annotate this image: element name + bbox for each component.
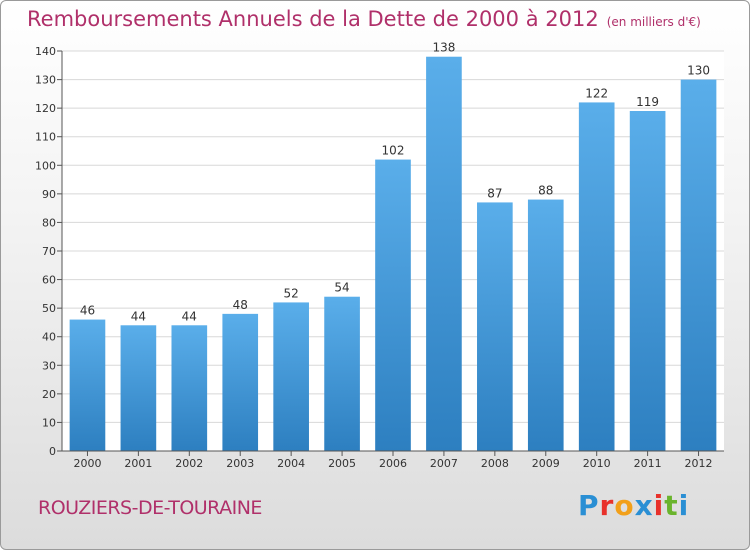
x-tick-label: 2003 — [226, 457, 254, 470]
y-tick-label: 120 — [35, 102, 56, 115]
bar — [69, 319, 106, 451]
x-tick-label: 2007 — [430, 457, 458, 470]
y-tick-label: 60 — [42, 274, 56, 287]
bar-value-label: 44 — [131, 309, 146, 323]
bar — [629, 111, 666, 451]
y-tick-label: 90 — [42, 188, 56, 201]
chart-title: Remboursements Annuels de la Dette de 20… — [27, 7, 701, 31]
commune-name: ROUZIERS-DE-TOURAINE — [38, 497, 262, 519]
x-tick-label: 2005 — [328, 457, 356, 470]
x-tick-label: 2012 — [685, 457, 713, 470]
x-tick-label: 2004 — [277, 457, 305, 470]
bar — [171, 325, 208, 451]
x-tick-label: 2000 — [73, 457, 101, 470]
x-tick-label: 2009 — [532, 457, 560, 470]
bar — [375, 159, 411, 452]
y-tick-label: 0 — [49, 445, 56, 458]
logo-letter: r — [599, 489, 615, 522]
y-tick-label: 140 — [35, 45, 56, 58]
y-tick-label: 20 — [42, 388, 56, 401]
bar-value-label: 46 — [80, 304, 95, 318]
bar-value-label: 87 — [487, 186, 502, 200]
x-tick-label: 2011 — [634, 457, 662, 470]
bar-value-label: 44 — [182, 309, 197, 323]
x-tick-label: 2008 — [481, 457, 509, 470]
bar — [120, 325, 157, 451]
y-tick-label: 50 — [42, 302, 56, 315]
x-tick-label: 2001 — [124, 457, 152, 470]
x-tick-label: 2002 — [175, 457, 203, 470]
y-tick-label: 30 — [42, 359, 56, 372]
logo-letter: i — [678, 489, 690, 522]
proxiti-logo: Proxiti — [578, 489, 689, 522]
y-tick-label: 80 — [42, 216, 56, 229]
bar — [477, 202, 513, 451]
bar-value-label: 88 — [538, 184, 553, 198]
bar-value-label: 52 — [284, 286, 299, 300]
y-tick-label: 130 — [35, 74, 56, 87]
logo-letter: i — [653, 489, 665, 522]
bar — [680, 79, 717, 452]
logo-letter: P — [578, 489, 600, 522]
bar-value-label: 102 — [382, 144, 405, 158]
bar-value-label: 54 — [334, 281, 349, 295]
logo-letter: o — [614, 489, 635, 522]
y-tick-label: 40 — [42, 331, 56, 344]
x-tick-label: 2006 — [379, 457, 407, 470]
bar-value-label: 48 — [233, 298, 248, 312]
bar — [578, 102, 615, 451]
y-tick-label: 10 — [42, 416, 56, 429]
bar-value-label: 138 — [432, 41, 455, 55]
bar — [222, 313, 259, 451]
bar — [527, 199, 564, 451]
logo-letter: t — [664, 489, 679, 522]
x-tick-label: 2010 — [583, 457, 611, 470]
chart-title-text: Remboursements Annuels de la Dette de 20… — [27, 7, 599, 31]
bar — [273, 302, 309, 451]
logo-letter: x — [634, 489, 654, 522]
y-tick-label: 70 — [42, 245, 56, 258]
bar-value-label: 122 — [585, 86, 608, 100]
y-tick-label: 100 — [35, 159, 56, 172]
bar-value-label: 130 — [687, 64, 710, 78]
y-tick-label: 110 — [35, 131, 56, 144]
bar-value-label: 119 — [636, 95, 659, 109]
bar — [324, 296, 360, 451]
chart-subtitle: (en milliers d'€) — [606, 15, 701, 29]
bar — [426, 56, 462, 451]
